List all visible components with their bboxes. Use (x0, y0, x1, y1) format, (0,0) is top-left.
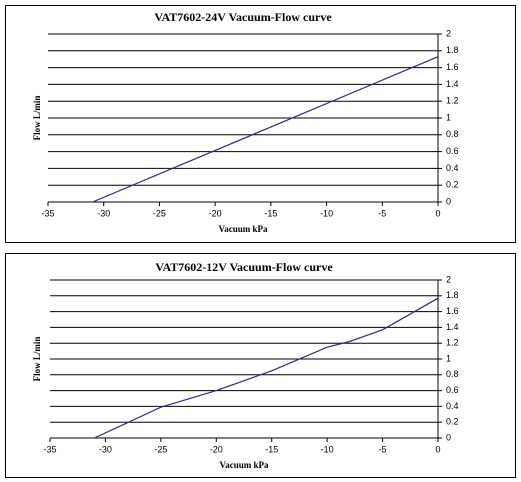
y-tick-label: 0.4 (446, 163, 459, 173)
x-tick-label: 0 (435, 444, 440, 454)
y-tick-label: 1 (446, 112, 451, 122)
chart-title: VAT7602-12V Vacuum-Flow curve (155, 260, 333, 274)
chart-frame (5, 253, 516, 478)
y-tick-label: 0.6 (446, 146, 459, 156)
chart-title: VAT7602-24V Vacuum-Flow curve (154, 10, 332, 24)
y-tick-label: 0 (446, 432, 451, 442)
y-tick-label: 1.8 (446, 290, 459, 300)
y-tick-label: 1.6 (446, 306, 459, 316)
x-tick-label: -30 (97, 208, 110, 218)
x-tick-label: -5 (379, 444, 387, 454)
x-tick-label: -10 (320, 208, 333, 218)
x-axis-label: Vacuum kPa (220, 460, 269, 470)
y-tick-label: 0.2 (446, 180, 459, 190)
y-tick-label: 0.6 (446, 385, 459, 395)
x-tick-label: -25 (154, 444, 167, 454)
y-tick-label: 0 (446, 196, 451, 206)
y-tick-label: 1.4 (446, 79, 459, 89)
x-tick-label: -15 (265, 444, 278, 454)
x-tick-label: -10 (321, 444, 334, 454)
y-tick-label: 0.8 (446, 369, 459, 379)
y-tick-label: 1.6 (446, 62, 459, 72)
y-axis-label: Flow L/min (32, 337, 42, 382)
x-tick-label: -20 (210, 444, 223, 454)
y-tick-label: 1.2 (446, 338, 459, 348)
x-tick-label: -20 (209, 208, 222, 218)
x-tick-label: -15 (264, 208, 277, 218)
y-tick-label: 1 (446, 353, 451, 363)
x-tick-label: -35 (43, 444, 56, 454)
y-tick-label: 2 (446, 274, 451, 284)
x-tick-label: -5 (378, 208, 386, 218)
y-tick-label: 0.8 (446, 129, 459, 139)
data-line (94, 297, 439, 439)
x-tick-label: -30 (99, 444, 112, 454)
y-tick-label: 0.4 (446, 401, 459, 411)
x-tick-label: 0 (435, 208, 440, 218)
y-tick-label: 1.4 (446, 322, 459, 332)
x-tick-label: -35 (41, 208, 54, 218)
chart-frame (5, 5, 516, 243)
x-axis-label: Vacuum kPa (219, 224, 268, 234)
y-tick-label: 0.2 (446, 417, 459, 427)
y-tick-label: 2 (446, 28, 451, 38)
y-axis-label: Flow L/min (32, 96, 42, 141)
y-tick-label: 1.2 (446, 96, 459, 106)
y-tick-label: 1.8 (446, 45, 459, 55)
x-tick-label: -25 (153, 208, 166, 218)
data-line (92, 56, 439, 203)
